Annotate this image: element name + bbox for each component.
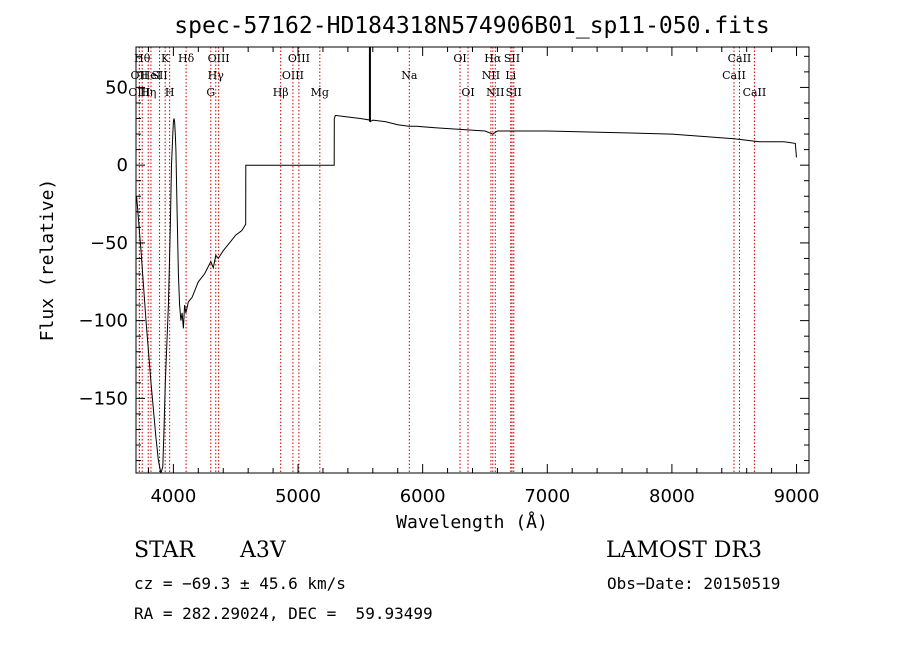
line-label-6: K bbox=[161, 52, 170, 65]
x-tick-label-9000: 9000 bbox=[774, 486, 820, 507]
observation-date: Obs−Date: 20150519 bbox=[607, 574, 781, 593]
line-label-2: OIII bbox=[128, 86, 150, 99]
y-axis: −150 −100 −50 0 50 bbox=[79, 55, 809, 462]
x-axis: 4000 5000 6000 7000 8000 9000 bbox=[147, 47, 820, 507]
line-label-19: NII bbox=[482, 69, 500, 82]
y-tick-label--100: −100 bbox=[79, 311, 128, 332]
y-tick-label--50: −50 bbox=[90, 233, 128, 254]
plot-frame bbox=[135, 46, 810, 474]
x-tick-label-6000: 6000 bbox=[400, 486, 446, 507]
line-label-1: OII bbox=[131, 69, 149, 82]
line-label-24: SII bbox=[506, 86, 522, 99]
line-label-13: OIII bbox=[282, 69, 304, 82]
survey-name: LAMOST DR3 bbox=[606, 538, 762, 563]
line-label-18: OI bbox=[461, 86, 474, 99]
chart-title: spec-57162-HD184318N574906B01_sp11-050.f… bbox=[174, 13, 769, 39]
line-label-20: Hα bbox=[484, 52, 502, 65]
line-labels: HθOIIOIIIHηHeISIIKHHδGHγOIIIHβOIIIOIIIMg… bbox=[128, 52, 766, 99]
line-label-7: H bbox=[165, 86, 175, 99]
x-tick-label-5000: 5000 bbox=[275, 486, 321, 507]
line-label-15: Mg bbox=[311, 86, 329, 99]
x-tick-label-8000: 8000 bbox=[649, 486, 695, 507]
line-label-11: OIII bbox=[208, 52, 230, 65]
line-label-27: CaII bbox=[743, 86, 767, 99]
x-axis-label: Wavelength (Å) bbox=[396, 511, 548, 533]
object-class: STAR bbox=[134, 538, 195, 563]
redshift-cz: cz = −69.3 ± 45.6 km/s bbox=[134, 574, 346, 593]
line-label-10: Hγ bbox=[208, 69, 225, 82]
y-tick-label-50: 50 bbox=[105, 77, 128, 98]
line-label-0: Hθ bbox=[134, 52, 151, 65]
x-tick-label-4000: 4000 bbox=[150, 486, 196, 507]
series-line-flux bbox=[136, 114, 797, 474]
object-subclass: A3V bbox=[240, 538, 286, 563]
line-label-17: OI bbox=[453, 52, 466, 65]
line-label-3: Hη bbox=[140, 86, 156, 99]
line-label-4: HeI bbox=[141, 69, 161, 82]
line-label-12: Hβ bbox=[273, 86, 289, 99]
line-markers bbox=[138, 47, 755, 473]
y-axis-label: Flux (relative) bbox=[37, 179, 58, 342]
y-tick-label-0: 0 bbox=[117, 155, 128, 176]
line-label-26: CaII bbox=[728, 52, 752, 65]
spectrum-series bbox=[136, 47, 797, 474]
ra-dec: RA = 282.29024, DEC = 59.93499 bbox=[134, 604, 433, 623]
line-label-5: SII bbox=[151, 69, 167, 82]
line-label-21: NII bbox=[486, 86, 504, 99]
line-label-23: SII bbox=[504, 52, 520, 65]
x-tick-label-7000: 7000 bbox=[524, 486, 570, 507]
line-label-9: G bbox=[206, 86, 215, 99]
line-label-25: CaII bbox=[722, 69, 746, 82]
line-label-14: OIII bbox=[288, 52, 310, 65]
line-label-22: Li bbox=[505, 69, 516, 82]
line-label-16: Na bbox=[401, 69, 418, 82]
y-tick-label--150: −150 bbox=[79, 388, 128, 409]
line-label-8: Hδ bbox=[178, 52, 195, 65]
